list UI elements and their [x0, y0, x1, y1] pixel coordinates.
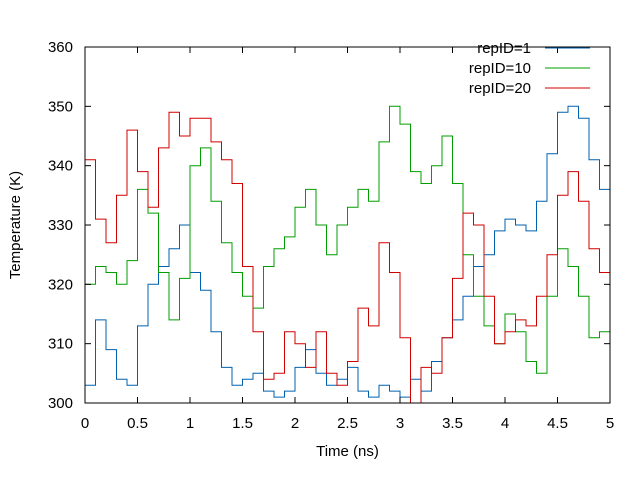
x-tick-label: 2	[291, 415, 299, 432]
x-tick-label: 2.5	[337, 415, 358, 432]
legend-label: repID=10	[469, 60, 531, 77]
y-tick-label: 360	[48, 39, 73, 56]
y-tick-label: 320	[48, 276, 73, 293]
x-tick-label: 0	[81, 415, 89, 432]
x-axis-title: Time (ns)	[316, 443, 379, 460]
x-tick-label: 3	[396, 415, 404, 432]
series-line-2	[85, 105, 610, 374]
axis-ticks	[84, 46, 611, 404]
legend-label: repID=1	[477, 40, 531, 57]
y-tick-label: 350	[48, 98, 73, 115]
legend: repID=1 repID=10 repID=20	[469, 40, 590, 97]
x-tick-label: 1.5	[232, 415, 253, 432]
y-tick-label: 300	[48, 395, 73, 412]
y-tick-label: 310	[48, 336, 73, 353]
y-tick-label: 340	[48, 158, 73, 175]
y-tick-label: 330	[48, 217, 73, 234]
x-tick-label: 3.5	[442, 415, 463, 432]
x-tick-label: 0.5	[127, 415, 148, 432]
tick-labels: 0 0.5 1 1.5 2 2.5 3 3.5 4 4.5 5 300 310 320 330 340 350 3…	[48, 39, 614, 432]
plot-area	[85, 105, 610, 403]
x-tick-label: 4	[501, 415, 509, 432]
x-tick-label: 4.5	[547, 415, 568, 432]
series-line-3	[85, 111, 610, 403]
x-tick-label: 5	[606, 415, 614, 432]
y-axis-title: Temperature (K)	[7, 171, 24, 279]
series-line-1	[85, 105, 610, 398]
legend-label: repID=20	[469, 80, 531, 97]
x-tick-label: 1	[186, 415, 194, 432]
